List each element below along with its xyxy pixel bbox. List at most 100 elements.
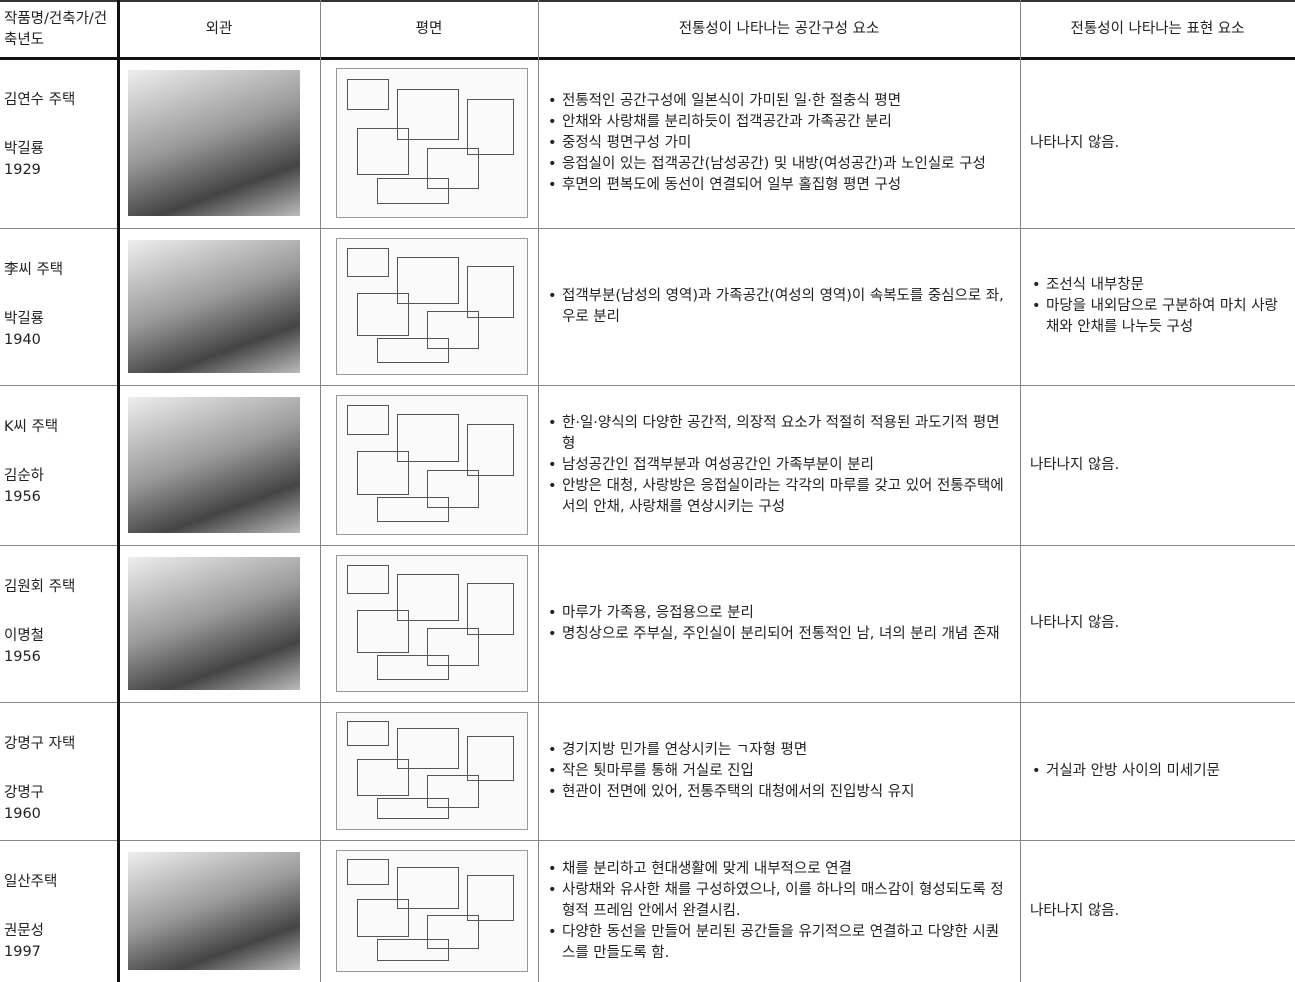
exterior-photo: [128, 240, 300, 373]
expression-list: 거실과 안방 사이의 미세기문: [1030, 761, 1220, 782]
architect: 이명철: [4, 628, 45, 644]
architect: 강명구: [4, 785, 45, 801]
year: 1960: [4, 806, 41, 822]
floor-plan: [336, 850, 528, 972]
space-cell: 경기지방 민가를 연상시키는 ㄱ자형 평면작은 툇마루를 통해 거실로 진입현관…: [546, 702, 1010, 840]
plan-room: [467, 266, 514, 318]
expression-cell: 나타나지 않음.: [1030, 840, 1285, 982]
plan-room: [347, 565, 389, 594]
column-header: 외관: [205, 21, 233, 37]
expression-item: 조선식 내부창문: [1030, 275, 1285, 296]
space-cell: 전통적인 공간구성에 일본식이 가미된 일·한 절충식 평면안채와 사랑채를 분…: [546, 58, 1010, 228]
column-rule: [538, 0, 539, 982]
space-item: 전통적인 공간구성에 일본식이 가미된 일·한 절충식 평면: [546, 91, 986, 112]
space-item: 한·일·양식의 다양한 공간적, 의장적 요소가 적절히 적용된 과도기적 평면…: [546, 413, 1010, 455]
header-rule: [0, 57, 1295, 60]
architect: 김순하: [4, 468, 45, 484]
plan-room: [427, 774, 479, 808]
work-cell: K씨 주택 김순하 1956: [4, 417, 116, 508]
work-name: 김원회 주택: [4, 579, 76, 595]
space-item: 다양한 동선을 만들어 분리된 공간들을 유기적으로 연결하고 다양한 시퀀스를…: [546, 922, 1010, 964]
work-name: K씨 주택: [4, 419, 59, 435]
plan-room: [427, 469, 479, 509]
work-cell: 일산주택 권문성 1997: [4, 872, 116, 963]
plan-room: [467, 423, 514, 477]
plan-room: [397, 574, 459, 621]
plan-room: [467, 875, 514, 921]
plan-room: [467, 583, 514, 635]
plan-room: [357, 451, 409, 495]
space-cell: 마루가 가족용, 응접용으로 분리명칭상으로 주부실, 주인실이 분리되어 전통…: [546, 545, 1010, 702]
plan-room: [347, 248, 389, 277]
space-cell: 한·일·양식의 다양한 공간적, 의장적 요소가 적절히 적용된 과도기적 평면…: [546, 385, 1010, 545]
year: 1940: [4, 332, 41, 348]
expression-text: 나타나지 않음.: [1030, 615, 1120, 631]
space-item: 작은 툇마루를 통해 거실로 진입: [546, 761, 914, 782]
expression-cell: 조선식 내부창문마당을 내외담으로 구분하여 마치 사랑채와 안채를 나누듯 구…: [1030, 228, 1285, 385]
space-item: 안방은 대청, 사랑방은 응접실이라는 각각의 마루를 갖고 있어 전통주택에서…: [546, 476, 1010, 518]
expression-text: 나타나지 않음.: [1030, 902, 1120, 919]
plan-room: [347, 859, 389, 885]
plan-room: [377, 655, 449, 680]
first-column-rule: [117, 0, 120, 982]
floor-plan: [336, 68, 528, 218]
expression-cell: 거실과 안방 사이의 미세기문: [1030, 702, 1285, 840]
top-rule: [0, 0, 1295, 2]
architect: 권문성: [4, 923, 45, 939]
architect: 박길룡: [4, 141, 45, 157]
space-list: 채를 분리하고 현대생활에 맞게 내부적으로 연결사랑채와 유사한 채를 구성하…: [546, 859, 1010, 964]
column-rule: [320, 0, 321, 982]
plan-room: [467, 98, 514, 155]
plan-room: [427, 147, 479, 190]
space-cell: 접객부분(남성의 영역)과 가족공간(여성의 영역)이 속복도를 중심으로 좌,…: [546, 228, 1010, 385]
exterior-photo: [128, 397, 300, 533]
floor-plan: [336, 238, 528, 375]
work-name: 김연수 주택: [4, 92, 76, 108]
space-list: 한·일·양식의 다양한 공간적, 의장적 요소가 적절히 적용된 과도기적 평면…: [546, 413, 1010, 518]
work-cell: 강명구 자택 강명구 1960: [4, 734, 116, 825]
plan-room: [397, 867, 459, 909]
plan-room: [397, 257, 459, 304]
expression-text: 나타나지 않음.: [1030, 456, 1120, 473]
space-item: 후면의 편복도에 동선이 연결되어 일부 홀집형 평면 구성: [546, 175, 986, 196]
space-item: 경기지방 민가를 연상시키는 ㄱ자형 평면: [546, 740, 914, 761]
expression-cell: 나타나지 않음.: [1030, 385, 1285, 545]
plan-room: [427, 311, 479, 349]
space-item: 마루가 가족용, 응접용으로 분리: [546, 603, 1000, 624]
space-item: 중정식 평면구성 가미: [546, 133, 986, 154]
space-item: 현관이 전면에 있어, 전통주택의 대청에서의 진입방식 유지: [546, 782, 914, 803]
exterior-photo: [128, 557, 300, 690]
column-header: 평면: [415, 21, 443, 37]
row-rule: [0, 545, 1295, 546]
plan-room: [397, 728, 459, 770]
plan-room: [377, 939, 449, 961]
space-cell: 채를 분리하고 현대생활에 맞게 내부적으로 연결사랑채와 유사한 채를 구성하…: [546, 840, 1010, 982]
expression-item: 마당을 내외담으로 구분하여 마치 사랑채와 안채를 나누듯 구성: [1030, 296, 1285, 338]
expression-cell: 나타나지 않음.: [1030, 58, 1285, 228]
plan-room: [347, 405, 389, 435]
exterior-photo: [128, 852, 300, 970]
plan-room: [357, 293, 409, 336]
plan-room: [377, 177, 449, 205]
plan-room: [357, 610, 409, 653]
plan-room: [347, 720, 389, 746]
column-rule: [1020, 0, 1021, 982]
space-item: 접객부분(남성의 영역)과 가족공간(여성의 영역)이 속복도를 중심으로 좌,…: [546, 286, 1010, 328]
year: 1997: [4, 944, 41, 960]
row-rule: [0, 385, 1295, 386]
expression-item: 거실과 안방 사이의 미세기문: [1030, 761, 1220, 782]
column-header: 전통성이 나타나는 표현 요소: [1070, 21, 1245, 37]
plan-room: [357, 899, 409, 937]
year: 1956: [4, 649, 41, 665]
floor-plan: [336, 555, 528, 692]
plan-room: [467, 736, 514, 781]
expression-text: 나타나지 않음.: [1030, 134, 1120, 151]
expression-list: 조선식 내부창문마당을 내외담으로 구분하여 마치 사랑채와 안채를 나누듯 구…: [1030, 275, 1285, 338]
work-name: 李씨 주택: [4, 262, 64, 278]
architect: 박길룡: [4, 311, 45, 327]
year: 1929: [4, 162, 41, 178]
